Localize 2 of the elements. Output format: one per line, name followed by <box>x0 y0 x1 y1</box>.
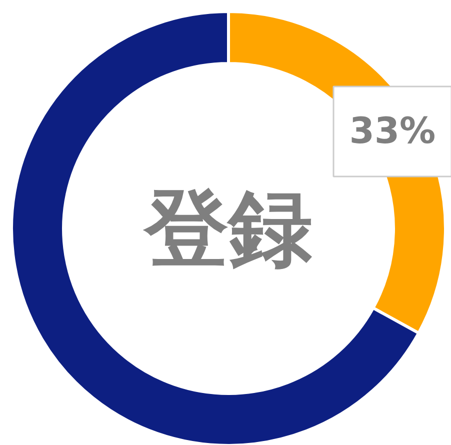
data-label: 33% <box>349 111 436 152</box>
text: 登録 <box>142 180 312 278</box>
